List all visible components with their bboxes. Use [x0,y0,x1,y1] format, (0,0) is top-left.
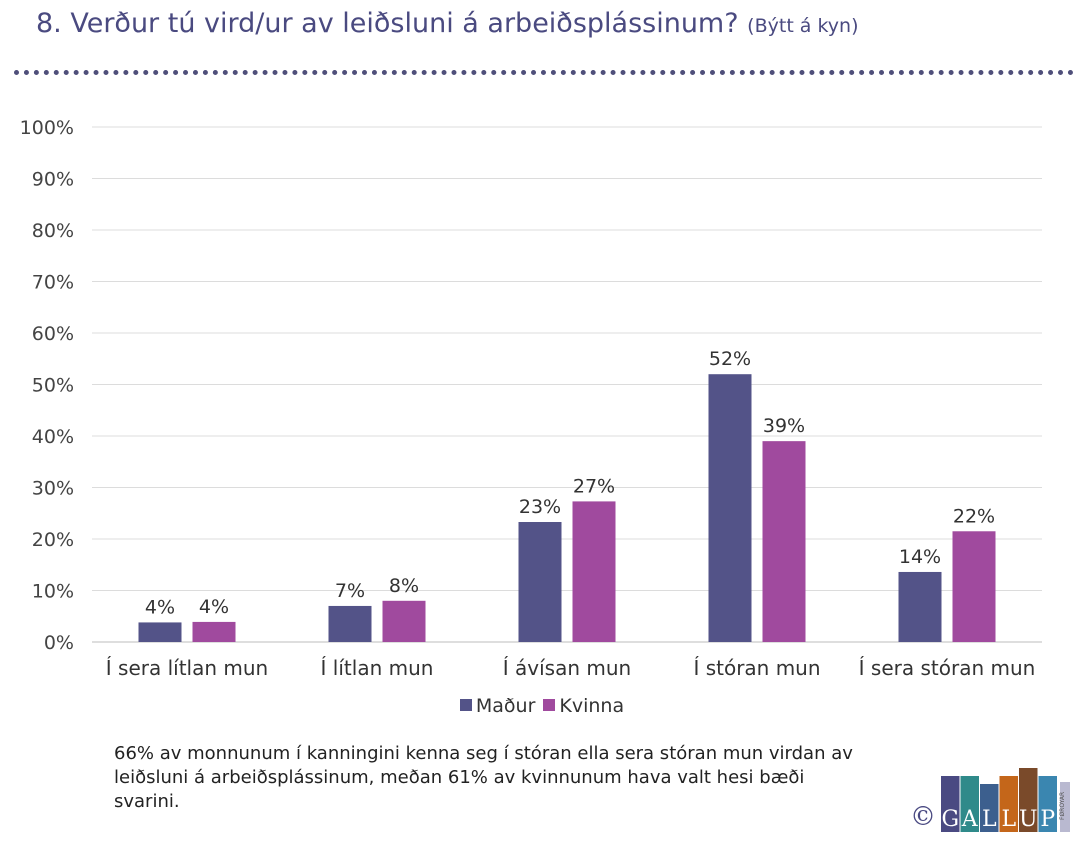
logo-small-text: FØROYAR [1059,792,1066,820]
y-tick-label: 40% [32,426,74,448]
summary-note: 66% av monnunum í kanningini kenna seg í… [114,743,853,812]
data-label: 4% [145,596,175,618]
legend-label: Kvinna [559,695,625,717]
y-tick-label: 30% [32,478,74,500]
bar-kvinna [762,441,806,642]
bar-maður [518,522,562,642]
bar-maður [328,605,372,642]
copyright-symbol: © [910,802,936,832]
logo-letter: L [982,807,997,832]
x-category-label: Í sera stóran mun [859,656,1036,680]
data-label: 4% [199,596,229,618]
logo-letter: L [1001,807,1016,832]
legend-item-kvinna: Kvinna [543,695,624,717]
logo-letter: G [941,807,959,832]
data-label: 52% [709,348,751,370]
y-axis-ticks: 0% 10% 20% 30% 40% 50% 60% 70% 80% 90% 100% [20,117,74,654]
bars [138,374,996,642]
data-label: 8% [389,575,419,597]
y-tick-label: 20% [32,529,74,551]
bar-chart: 0% 10% 20% 30% 40% 50% 60% 70% 80% 90% 100% 4% 4% 7%… [20,117,1042,680]
data-label: 39% [763,415,805,437]
logo-side-strip [1060,782,1070,832]
title-divider [14,70,1074,75]
legend-item-maður: Maður [459,695,536,717]
data-label: 23% [519,496,561,518]
bar-kvinna [952,531,996,642]
bar-maður [898,571,942,642]
legend-swatch [543,699,556,711]
logo-block [1038,776,1057,832]
title-subtitle: (Býtt á kyn) [747,15,859,37]
y-tick-label: 90% [32,169,74,191]
logo-letter: U [1019,807,1038,832]
logo-letter: A [961,807,979,832]
legend: Maður Kvinna [0,695,1084,717]
bar-kvinna [192,621,236,642]
bar-maður [138,622,182,642]
y-tick-label: 80% [32,220,74,242]
gridlines [92,126,1042,643]
x-category-label: Í stóran mun [693,656,820,680]
logo-block [1019,768,1038,832]
bar-maður [708,374,752,642]
data-label: 14% [899,546,941,568]
y-tick-label: 50% [32,375,74,397]
legend-swatch [459,699,472,711]
data-labels: 4% 4% 7% 8% 23% 27% 52% 39% 14% 22% [145,348,995,618]
logo-letter: P [1040,807,1055,832]
y-tick-label: 10% [32,581,74,603]
y-tick-label: 0% [44,632,74,654]
y-tick-label: 60% [32,323,74,345]
logo-block [941,776,960,832]
bar-kvinna [572,501,616,642]
x-category-label: Í sera lítlan mun [106,656,268,680]
data-label: 27% [573,475,615,497]
y-tick-label: 100% [20,117,74,139]
logo-block [960,776,979,832]
legend-label: Maður [475,695,536,717]
title-text: 8. Verður tú vird/ur av leiðsluni á arbe… [36,8,739,39]
bar-kvinna [382,600,426,642]
logo-block [980,784,999,832]
data-label: 7% [335,580,365,602]
x-category-label: Í ávísan mun [503,656,631,680]
page-title: 8. Verður tú vird/ur av leiðsluni á arbe… [36,8,859,39]
y-tick-label: 70% [32,272,74,294]
data-label: 22% [953,505,995,527]
logo-block [999,776,1018,832]
x-axis-categories: Í sera lítlan mun Í lítlan mun Í ávísan mu… [106,656,1036,680]
x-category-label: Í lítlan mun [321,656,434,680]
